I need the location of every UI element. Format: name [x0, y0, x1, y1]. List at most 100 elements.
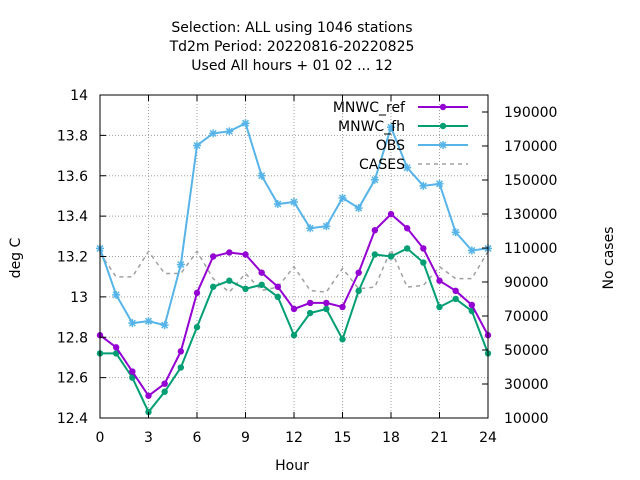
point-mnwc-fh — [161, 388, 168, 395]
point-obs — [370, 175, 379, 184]
point-obs — [467, 246, 476, 255]
point-obs — [354, 204, 363, 213]
point-mnwc-ref — [339, 303, 346, 311]
point-obs — [257, 171, 266, 180]
grid — [100, 95, 488, 418]
legend: MNWC_ref MNWC_fh OBS CASES — [333, 100, 468, 173]
point-mnwc-fh — [403, 245, 411, 252]
point-mnwc-ref — [177, 348, 185, 355]
y2-tick-label: 50000 — [504, 343, 549, 359]
point-mnwc-ref — [420, 245, 427, 252]
y-tick-label: 13 — [70, 290, 88, 306]
point-mnwc-fh — [306, 309, 314, 317]
x-tick-label: 18 — [382, 430, 400, 446]
y2-tick-label: 70000 — [504, 309, 549, 325]
y2-tick-label: 130000 — [504, 207, 557, 223]
point-mnwc-fh — [355, 287, 362, 295]
point-mnwc-fh — [226, 277, 233, 284]
y-tick-label: 13.8 — [57, 128, 88, 144]
point-mnwc-fh — [371, 251, 379, 258]
legend-marker-obs — [439, 141, 447, 149]
point-mnwc-fh — [339, 336, 346, 343]
legend-label-mnwc-ref: MNWC_ref — [333, 100, 406, 116]
chart-title-line-3: Used All hours + 01 02 ... 12 — [191, 58, 392, 74]
point-mnwc-ref — [468, 301, 476, 309]
point-mnwc-fh — [193, 323, 201, 331]
point-mnwc-fh — [129, 374, 136, 381]
chart-title-line-1: Selection: ALL using 1046 stations — [171, 20, 412, 36]
legend-marker-mnwc-ref — [439, 103, 447, 111]
point-obs — [160, 321, 169, 330]
point-mnwc-fh — [274, 293, 282, 301]
point-mnwc-ref — [452, 287, 459, 295]
y-tick-label: 12.6 — [57, 371, 88, 387]
point-mnwc-ref — [371, 227, 379, 234]
y-tick-label: 12.8 — [57, 330, 88, 346]
point-obs — [419, 181, 428, 190]
x-tick-label: 0 — [96, 430, 105, 446]
point-obs — [435, 179, 444, 188]
point-mnwc-ref — [226, 249, 233, 256]
y-tick-label: 14 — [70, 88, 88, 104]
x-tick-label: 24 — [479, 430, 497, 446]
point-obs — [273, 200, 282, 209]
point-mnwc-fh — [323, 305, 330, 313]
axis-ticks: 0 3 6 9 12 15 18 21 24 12.4 12.6 12.8 13 13.2 13.4 13.6… — [57, 88, 558, 446]
point-mnwc-ref — [209, 253, 217, 260]
point-mnwc-ref — [161, 380, 168, 387]
y2-tick-label: 90000 — [504, 275, 549, 291]
point-mnwc-ref — [112, 344, 120, 351]
point-obs — [128, 319, 137, 328]
y-tick-label: 13.2 — [57, 250, 88, 266]
point-obs — [112, 290, 121, 299]
y2-tick-label: 30000 — [504, 377, 549, 393]
point-obs — [241, 119, 250, 128]
point-obs — [451, 228, 460, 237]
point-obs — [193, 141, 201, 150]
y2-tick-label: 10000 — [504, 411, 549, 427]
legend-label-cases: CASES — [359, 157, 405, 173]
point-mnwc-ref — [306, 299, 314, 307]
point-obs — [290, 197, 298, 206]
y-tick-label: 13.6 — [57, 169, 88, 185]
point-mnwc-ref — [242, 251, 249, 258]
point-obs — [176, 260, 185, 269]
x-tick-label: 3 — [144, 430, 153, 446]
point-mnwc-fh — [436, 303, 443, 311]
y2-tick-label: 170000 — [504, 139, 557, 155]
x-tick-label: 21 — [431, 430, 449, 446]
point-mnwc-ref — [193, 289, 201, 297]
point-obs — [387, 123, 395, 132]
point-mnwc-fh — [242, 285, 249, 292]
point-mnwc-fh — [387, 253, 395, 260]
point-mnwc-fh — [290, 332, 298, 339]
point-mnwc-ref — [355, 269, 362, 276]
y2-axis-label: No cases — [601, 227, 617, 290]
y-tick-label: 12.4 — [57, 411, 88, 427]
point-mnwc-ref — [290, 305, 298, 313]
point-mnwc-ref — [274, 283, 282, 290]
y2-tick-label: 190000 — [504, 105, 557, 121]
point-mnwc-ref — [387, 210, 395, 218]
x-tick-label: 6 — [193, 430, 202, 446]
point-mnwc-fh — [258, 281, 265, 288]
point-mnwc-ref — [258, 269, 265, 276]
point-mnwc-fh — [177, 364, 185, 371]
point-obs — [338, 193, 347, 202]
point-mnwc-fh — [209, 283, 217, 290]
point-mnwc-ref — [145, 392, 152, 399]
point-mnwc-ref — [323, 299, 330, 307]
point-obs — [306, 224, 315, 233]
point-obs — [225, 127, 234, 136]
point-mnwc-ref — [403, 225, 411, 232]
point-mnwc-ref — [436, 277, 443, 284]
point-mnwc-fh — [112, 350, 120, 357]
point-mnwc-fh — [145, 408, 152, 416]
x-tick-label: 15 — [334, 430, 352, 446]
point-mnwc-ref — [129, 368, 136, 375]
y2-tick-label: 150000 — [504, 173, 557, 189]
plot-area — [96, 119, 492, 416]
point-mnwc-fh — [420, 259, 427, 266]
point-mnwc-fh — [452, 295, 459, 303]
